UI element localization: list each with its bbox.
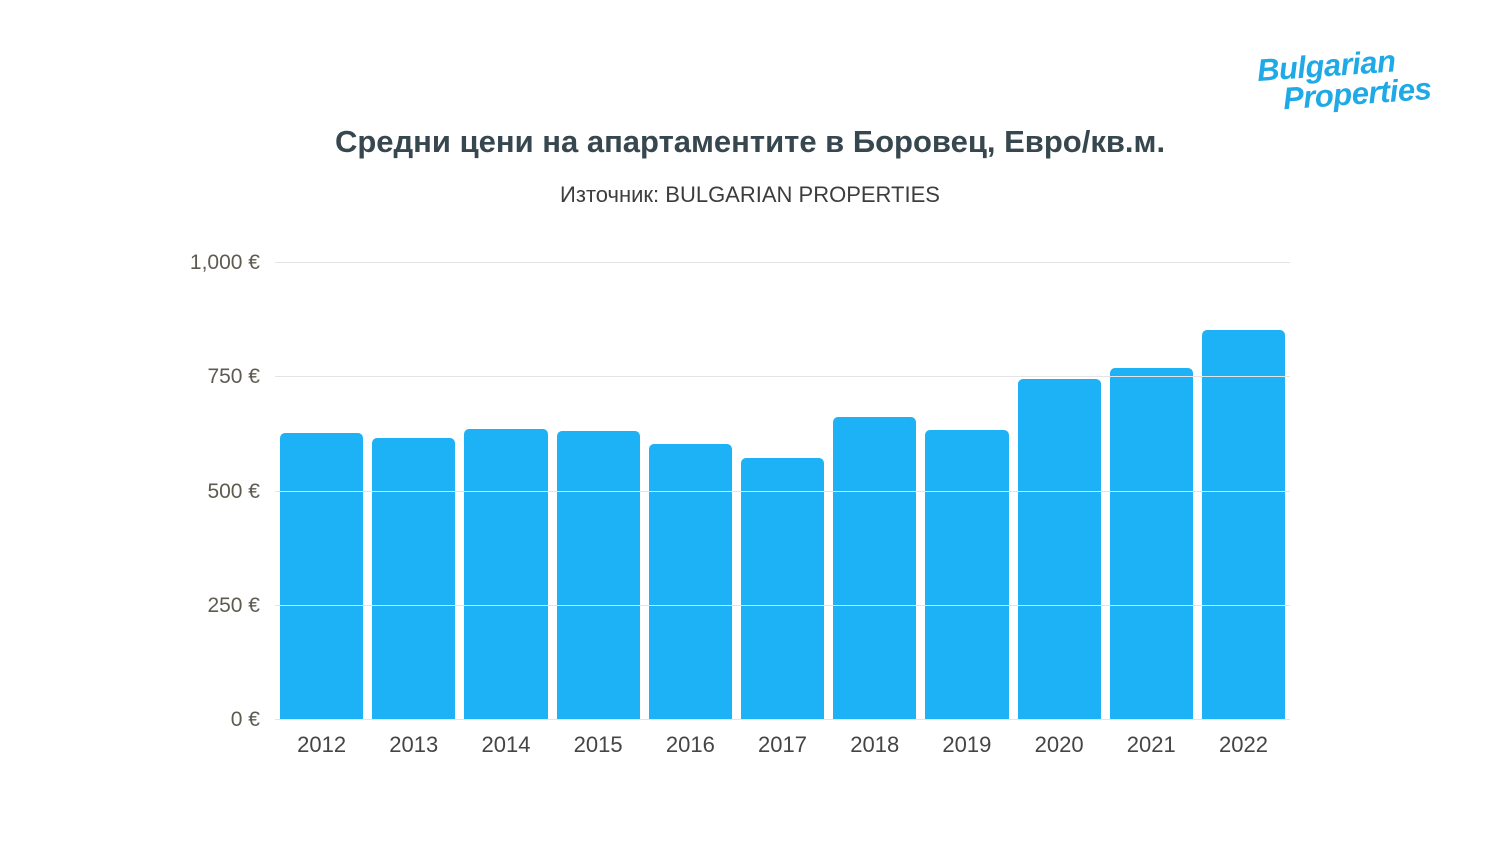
- y-tick-label: 250 €: [207, 593, 260, 617]
- bar-2020: [1017, 379, 1101, 720]
- y-tick-label: 0 €: [230, 708, 260, 731]
- bar-2016: [648, 443, 732, 720]
- x-tick-label-2019: 2019: [942, 732, 992, 757]
- gridline: [275, 604, 1290, 606]
- bar-2021: [1109, 367, 1193, 720]
- gridline: [275, 719, 1290, 720]
- x-tick-label-2017: 2017: [758, 732, 807, 757]
- bars-row: [280, 263, 1286, 720]
- chart-title: Средни цени на апартаментите в Боровец, …: [334, 124, 1166, 159]
- x-tick-label-2021: 2021: [1126, 732, 1176, 757]
- x-tick-label-2013: 2013: [389, 732, 439, 757]
- x-axis: 2012 2013 2014 2015 2016 2017 2018 2019 2020 2021…: [280, 732, 1285, 758]
- logo-line2: Properties: [1281, 71, 1433, 117]
- x-tick-label-2014: 2014: [481, 732, 531, 757]
- gridline: [275, 376, 1290, 378]
- x-tick-label-2016: 2016: [665, 732, 715, 757]
- plot-area: 0 € 250 € 500 € 750 € 1,000 €: [190, 251, 1290, 731]
- gridline: [275, 490, 1290, 492]
- y-tick-label: 1,000 €: [189, 251, 260, 274]
- y-tick-label: 750 €: [207, 365, 260, 389]
- bar-2018: [833, 416, 917, 720]
- x-tick-label-2015: 2015: [573, 732, 623, 757]
- gridline: [275, 262, 1290, 263]
- bar-2017: [740, 458, 825, 720]
- chart-subtitle: Източник: BULGARIAN PROPERTIES: [560, 182, 940, 207]
- bar-2013: [372, 437, 456, 720]
- bar-2012: [280, 433, 364, 720]
- x-tick-label-2022: 2022: [1218, 732, 1268, 757]
- x-tick-label-2020: 2020: [1034, 732, 1084, 757]
- bar-2014: [464, 429, 548, 720]
- x-tick-label-2012: 2012: [297, 732, 347, 757]
- bar-2022: [1201, 329, 1286, 720]
- bulgarian-properties-logo: Bulgarian Properties: [1256, 43, 1433, 117]
- bar-2015: [556, 431, 640, 720]
- y-tick-label: 500 €: [207, 479, 260, 503]
- x-tick-label-2018: 2018: [850, 732, 900, 757]
- bar-2019: [925, 430, 1009, 720]
